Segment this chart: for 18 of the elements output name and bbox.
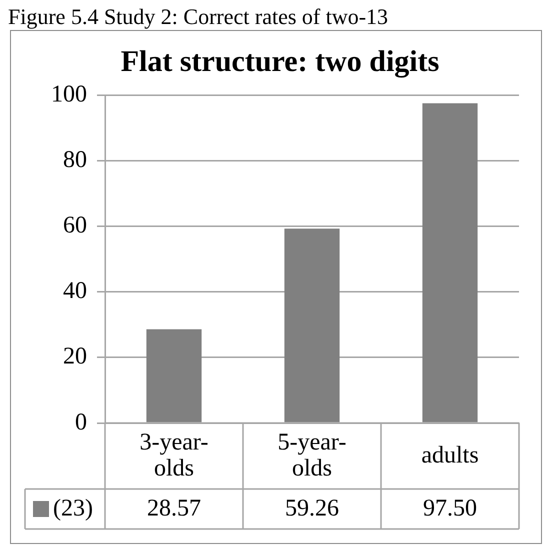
y-tick-label: 20 — [63, 344, 87, 370]
y-tick-label: 80 — [63, 146, 87, 173]
chart-title: Flat structure: two digits — [120, 44, 440, 78]
bar — [284, 228, 340, 422]
y-tick-label: 40 — [63, 278, 87, 304]
data-label: 59.26 — [285, 495, 339, 522]
y-tick-label: 100 — [51, 81, 87, 108]
bar — [422, 103, 478, 422]
y-tick-label: 0 — [75, 409, 87, 436]
data-label: 97.50 — [423, 495, 477, 522]
y-tick-label: 60 — [63, 212, 87, 238]
x-tick-label: 3-year-olds — [140, 429, 208, 482]
x-tick-label: 5-year-olds — [278, 429, 346, 482]
data-label: 28.57 — [147, 495, 201, 522]
x-tick-label: adults — [421, 442, 479, 468]
legend-label: (23) — [53, 495, 93, 522]
bar — [146, 329, 202, 422]
caption: Figure 5.4 Study 2: Correct rates of two-13 — [8, 4, 390, 30]
